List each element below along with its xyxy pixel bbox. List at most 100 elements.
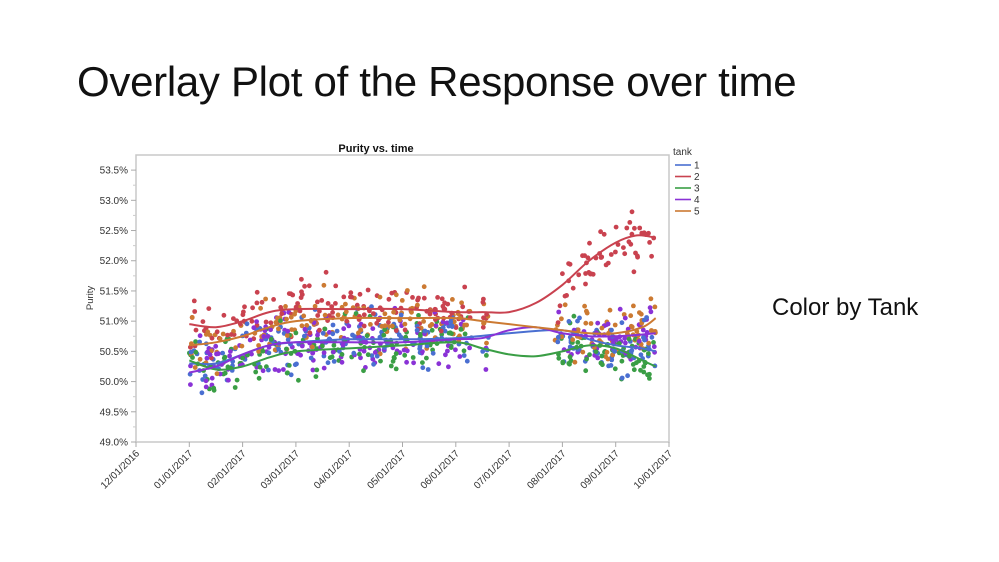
data-point (308, 355, 314, 361)
data-point (309, 344, 315, 350)
data-point (253, 369, 259, 375)
data-point (284, 316, 289, 322)
data-point (265, 334, 271, 339)
data-point (415, 297, 420, 303)
data-point (330, 310, 335, 315)
data-point (641, 364, 647, 369)
data-point (334, 328, 340, 334)
data-point (190, 355, 195, 360)
data-point (575, 318, 580, 324)
y-axis: 49.0% 49.5% 50.0% 50.5% 51.0% 51.5% 52.0% 52.5%… (100, 166, 136, 449)
data-point (292, 311, 297, 317)
data-point (393, 366, 399, 372)
data-point (404, 348, 410, 354)
data-point (638, 367, 643, 373)
data-point (402, 327, 408, 333)
data-point (557, 303, 563, 309)
data-point (259, 299, 265, 305)
data-point (583, 281, 588, 287)
data-point (254, 300, 260, 306)
data-point (293, 330, 299, 336)
data-point (398, 312, 404, 318)
x-tick-label: 04/01/2017 (312, 448, 355, 491)
data-point (209, 335, 215, 341)
x-tick-label: 03/01/2017 (259, 448, 302, 491)
data-point (257, 364, 263, 370)
smoother-line-tank-4 (189, 326, 656, 374)
data-point (453, 325, 459, 330)
data-point (607, 307, 613, 313)
data-point (626, 239, 632, 245)
data-point (193, 349, 199, 355)
data-point (442, 328, 448, 334)
y-tick-label: 50.5% (100, 347, 128, 358)
data-point (641, 335, 646, 340)
data-point (272, 367, 278, 372)
data-point (629, 348, 635, 353)
data-point (623, 340, 628, 346)
data-point (624, 225, 630, 231)
data-point (628, 313, 634, 319)
data-point (327, 355, 333, 361)
data-point (462, 322, 468, 328)
data-point (351, 350, 357, 356)
data-point (629, 324, 635, 330)
legend-label-tank-4: 4 (694, 195, 700, 206)
legend-title: tank (673, 147, 693, 158)
data-point (333, 283, 339, 289)
data-point (441, 306, 447, 312)
data-point (641, 317, 647, 323)
data-point (285, 337, 291, 343)
smoother-line-tank-5 (189, 316, 657, 347)
data-point (638, 352, 644, 358)
data-point (424, 355, 429, 361)
data-point (343, 301, 348, 307)
legend-label-tank-1: 1 (694, 161, 700, 172)
data-point (249, 318, 255, 324)
data-point (595, 320, 601, 326)
data-point (651, 344, 657, 350)
x-tick-label: 12/01/2016 (99, 448, 142, 491)
data-point (587, 240, 592, 246)
data-point (304, 323, 310, 328)
data-point (484, 340, 489, 346)
y-tick-label: 53.5% (100, 166, 128, 177)
data-point (450, 297, 455, 302)
data-point (425, 367, 431, 372)
data-point (404, 359, 409, 365)
data-point (254, 289, 260, 295)
data-point (613, 224, 619, 230)
data-point (209, 375, 215, 381)
data-point (571, 313, 577, 319)
scatter-points (187, 209, 658, 396)
data-point (213, 343, 219, 349)
data-point (233, 345, 239, 351)
data-point (388, 363, 394, 369)
data-point (621, 312, 627, 317)
data-point (381, 332, 387, 338)
data-point (357, 291, 363, 297)
data-point (634, 360, 639, 366)
data-point (555, 339, 561, 345)
data-point (393, 292, 399, 298)
data-point (484, 353, 489, 358)
x-tick-label: 01/01/2017 (152, 448, 195, 491)
data-point (206, 306, 212, 311)
data-point (637, 225, 643, 231)
data-point (281, 367, 286, 372)
data-point (382, 311, 388, 317)
data-point (325, 301, 331, 306)
data-point (302, 326, 308, 332)
data-point (631, 303, 636, 309)
data-point (601, 231, 607, 237)
data-point (570, 337, 576, 343)
data-point (240, 312, 246, 318)
data-point (615, 242, 621, 247)
data-point (278, 318, 283, 324)
data-point (331, 349, 336, 355)
data-point (247, 337, 253, 343)
x-tick-label: 09/01/2017 (579, 448, 622, 491)
data-point (294, 361, 299, 367)
data-point (251, 325, 257, 331)
